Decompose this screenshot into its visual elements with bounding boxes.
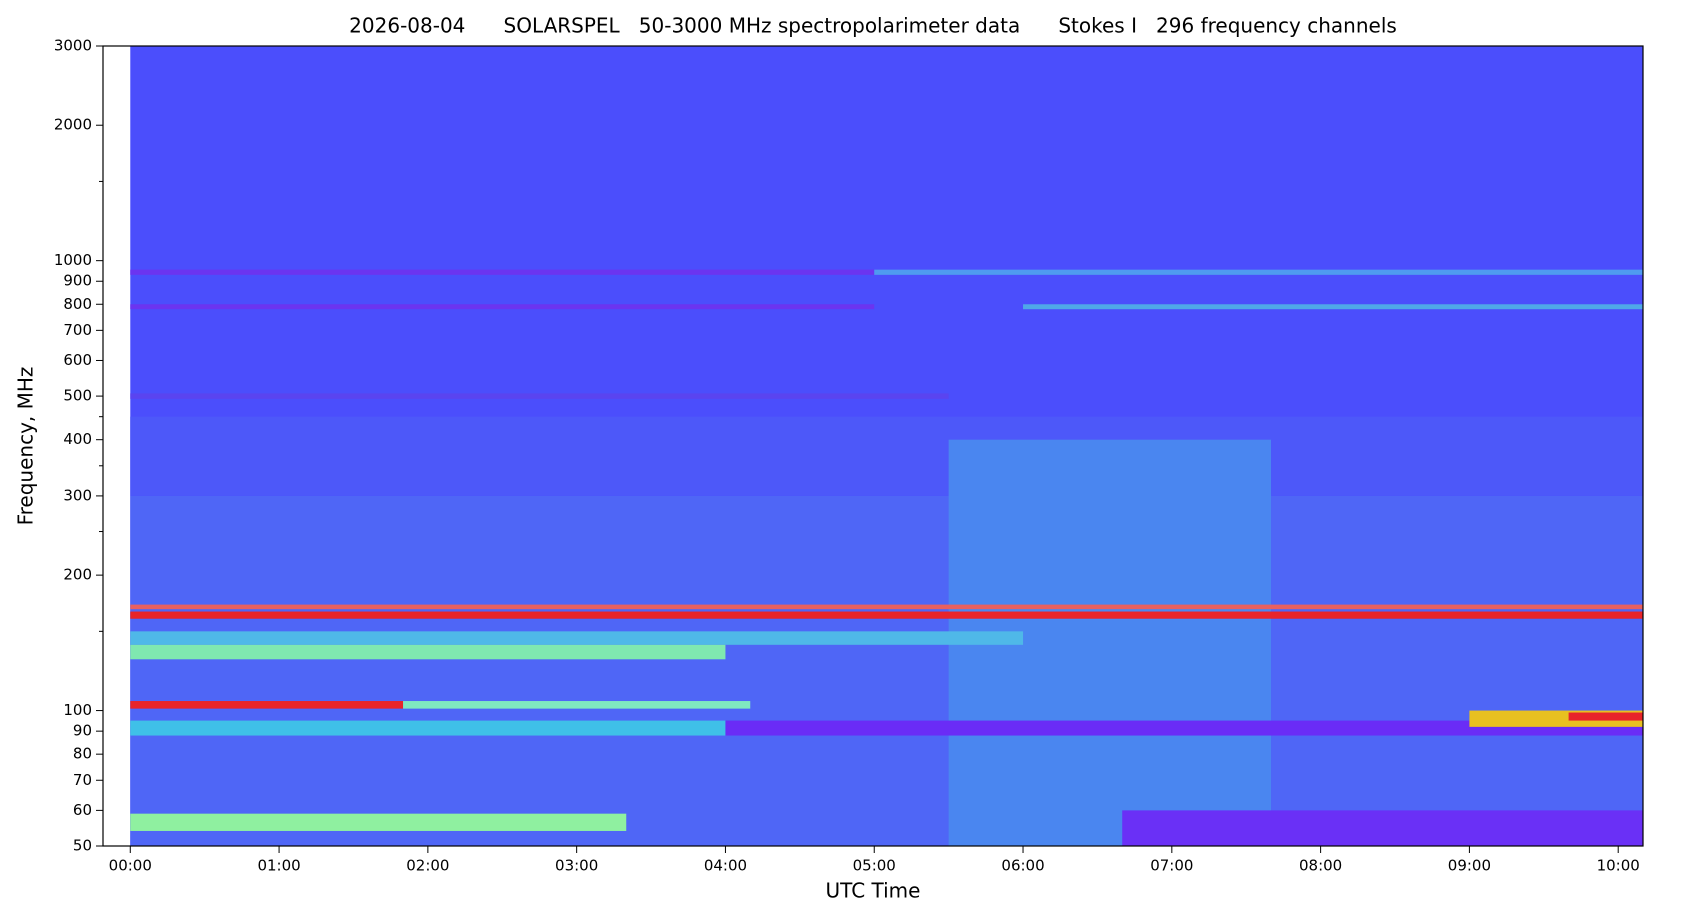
y-tick-label: 200 — [63, 566, 92, 584]
x-tick-label: 10:00 — [1597, 857, 1640, 875]
emission-band — [130, 604, 1644, 610]
x-tick-label: 03:00 — [555, 857, 598, 875]
emission-band — [130, 393, 949, 399]
emission-band — [130, 644, 726, 660]
x-tick-label: 04:00 — [704, 857, 747, 875]
emission-band — [874, 269, 1643, 275]
emission-band — [1568, 712, 1643, 721]
emission-band — [130, 631, 1024, 645]
emission-band — [130, 269, 875, 275]
emission-band — [130, 701, 404, 709]
emission-band — [130, 416, 1644, 496]
y-tick-label: 90 — [73, 722, 92, 740]
x-tick-label: 05:00 — [853, 857, 896, 875]
y-tick-label: 80 — [73, 745, 92, 763]
emission-band — [130, 720, 726, 736]
emission-band — [130, 813, 627, 831]
x-tick-label: 08:00 — [1299, 857, 1342, 875]
y-tick-label: 60 — [73, 801, 92, 819]
emission-band — [130, 304, 875, 310]
emission-band — [403, 701, 751, 709]
y-tick-label: 2000 — [54, 116, 92, 134]
y-tick-label: 70 — [73, 771, 92, 789]
y-tick-label: 700 — [63, 321, 92, 339]
x-tick-label: 02:00 — [406, 857, 449, 875]
y-tick-label: 800 — [63, 295, 92, 313]
y-axis-label: Frequency, MHz — [14, 367, 38, 526]
y-tick-label: 900 — [63, 272, 92, 290]
chart-title: 2026-08-04 SOLARSPEL 50-3000 MHz spectro… — [349, 14, 1397, 38]
x-axis-label: UTC Time — [826, 879, 921, 903]
y-tick-label: 300 — [63, 486, 92, 504]
x-tick-label: 09:00 — [1448, 857, 1491, 875]
x-tick-label: 06:00 — [1001, 857, 1044, 875]
x-tick-label: 00:00 — [109, 857, 152, 875]
emission-band — [130, 611, 1644, 619]
y-tick-label: 600 — [63, 351, 92, 369]
x-tick-label: 07:00 — [1150, 857, 1193, 875]
y-tick-label: 500 — [63, 387, 92, 405]
emission-band — [1122, 810, 1643, 846]
y-tick-label: 400 — [63, 430, 92, 448]
y-tick-label: 1000 — [54, 251, 92, 269]
y-tick-label: 100 — [63, 701, 92, 719]
y-tick-label: 50 — [73, 837, 92, 855]
emission-band — [1023, 304, 1643, 310]
emission-band — [130, 495, 1644, 846]
plot-frame — [102, 45, 1644, 847]
y-tick-label: 3000 — [54, 37, 92, 55]
emission-band — [725, 720, 1643, 736]
x-tick-label: 01:00 — [257, 857, 300, 875]
